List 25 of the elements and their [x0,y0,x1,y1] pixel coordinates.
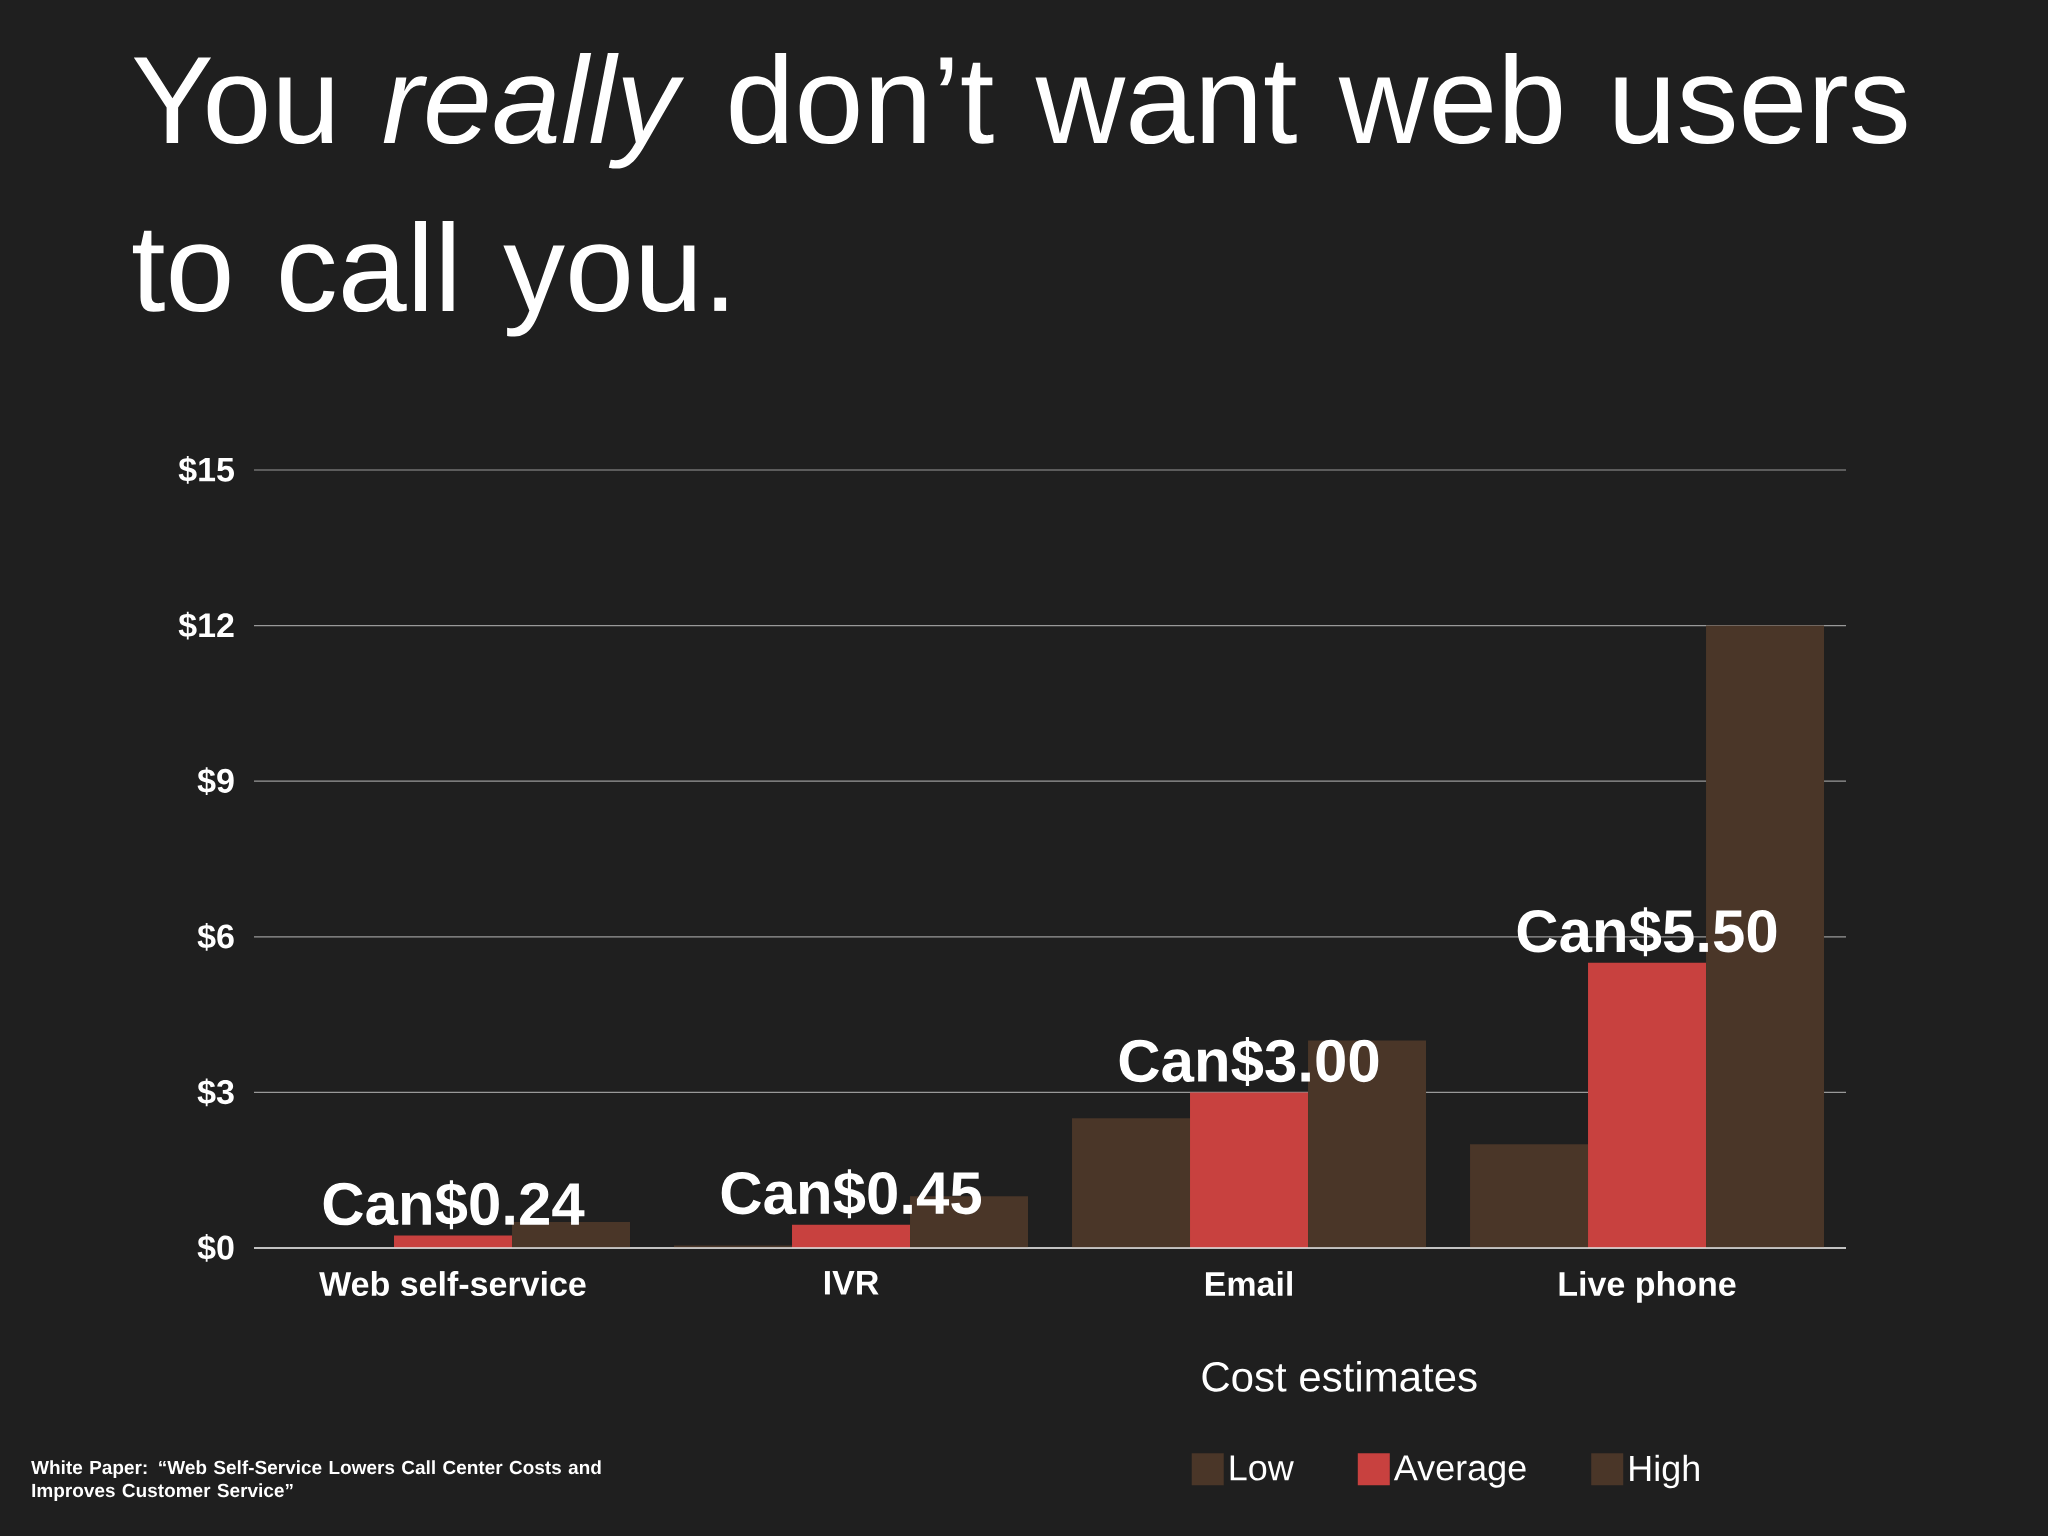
legend-label: High [1630,1454,1699,1489]
data-label: Can$3.00 [1119,1037,1379,1086]
data-label: Can$5.50 [1517,907,1777,957]
text: White Paper: “Web Self-Service Lowers Call Center Costs and Improves Customer Service” [31,1460,601,1501]
data-label: Can$0.24 [323,1180,585,1230]
x-tick-label: IVR [824,1271,879,1295]
y-tick-label: $0 [197,1234,234,1262]
bar [1072,1118,1191,1248]
x-tick-label: Email [1205,1271,1292,1297]
legend-title: Cost estimates [1202,1360,1477,1392]
y-tick-label: $15 [178,456,234,484]
x-tick-label: Live phone [1559,1271,1736,1303]
y-tick-label: $6 [197,922,234,951]
bar [1190,1092,1309,1248]
x-tick-label: Web self-service [319,1271,586,1297]
bar [792,1224,911,1248]
bar [1588,962,1707,1248]
legend-label: Average [1393,1455,1526,1488]
data-label: Can$0.45 [721,1169,982,1219]
bar [1470,1144,1589,1248]
chart-title: You really don’t want web users to call you. [132,53,1907,337]
legend-label: Low [1230,1455,1294,1481]
y-tick-label: $12 [178,611,234,640]
y-tick-label: $9 [197,767,234,796]
y-tick-label: $3 [197,1078,234,1107]
